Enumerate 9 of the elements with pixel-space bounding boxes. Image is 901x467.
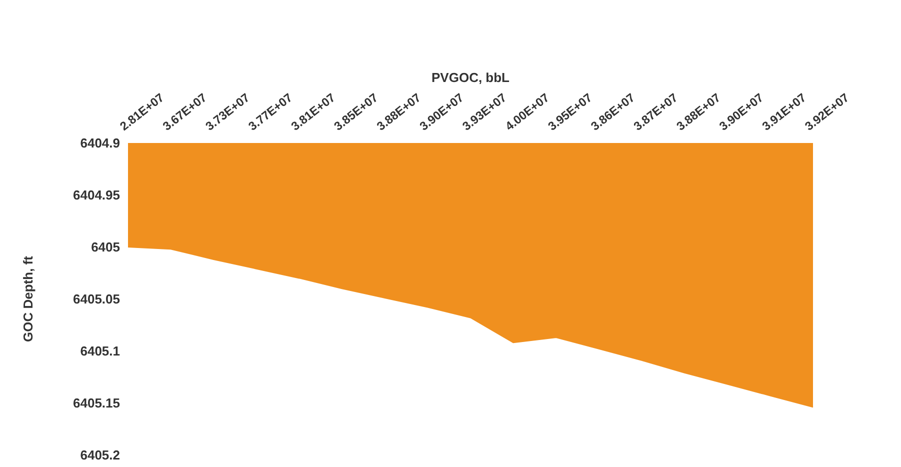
y-axis-title: GOC Depth, ft [20, 255, 36, 342]
y-tick-label: 6404.9 [80, 136, 120, 151]
x-axis-title: PVGOC, bbL [430, 69, 510, 85]
y-tick-label: 6405 [91, 240, 120, 255]
y-tick-label: 6405.2 [80, 448, 120, 463]
y-tick-label: 6404.95 [73, 188, 120, 203]
y-tick-label: 6405.1 [80, 344, 120, 359]
y-tick-label: 6405.05 [73, 292, 120, 307]
y-tick-label: 6405.15 [73, 396, 120, 411]
